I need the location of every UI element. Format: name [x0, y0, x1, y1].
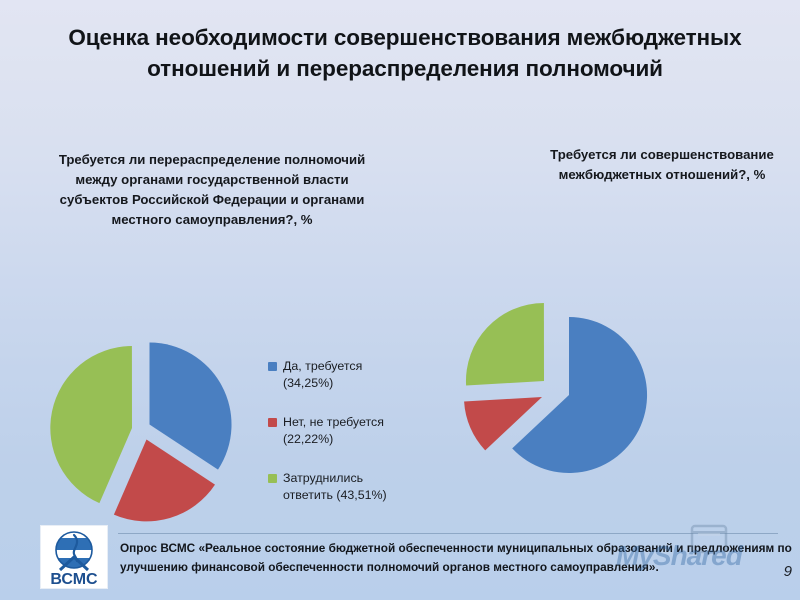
- pie-slice-no: [464, 397, 542, 451]
- pie-slice-undecided: [465, 303, 544, 386]
- vsms-logo-icon: ВСМС: [41, 526, 107, 588]
- legend-swatch-blue-icon: [268, 362, 277, 371]
- chart-right: Требуется ли совершенствование межбюджет…: [455, 145, 800, 473]
- footer-divider: [118, 533, 778, 534]
- legend-swatch-green-icon: [268, 474, 277, 483]
- page-number: 9: [783, 563, 792, 580]
- chart-left-title: Требуется ли перераспределение полномочи…: [58, 152, 366, 227]
- pie-chart-left-svg: [50, 342, 232, 522]
- legend-item-no[interactable]: Нет, не требуется (22,22%): [268, 414, 428, 448]
- vsms-logo-text: ВСМС: [50, 571, 98, 588]
- legend-swatch-red-icon: [268, 418, 277, 427]
- legend-label-undecided: Затруднились ответить (43,51%): [283, 471, 387, 502]
- pie-chart-left: [30, 338, 260, 528]
- footer-source-text: Опрос ВСМС «Реальное состояние бюджетной…: [120, 541, 792, 574]
- legend-label-no: Нет, не требуется (22,22%): [283, 415, 384, 446]
- chart-left-legend: Да, требуется (34,25%) Нет, не требуется…: [268, 358, 428, 526]
- page-title: Оценка необходимости совершенствования м…: [68, 25, 742, 81]
- pie-slice-undecided: [50, 346, 132, 504]
- pie-chart-right: [455, 301, 665, 481]
- legend-label-yes: Да, требуется (34,25%): [283, 359, 363, 390]
- pie-slice-no: [113, 439, 215, 522]
- chart-left: Требуется ли перераспределение полномочи…: [20, 150, 430, 522]
- vsms-logo: ВСМС: [40, 525, 108, 589]
- chart-right-title: Требуется ли совершенствование межбюджет…: [550, 147, 774, 182]
- legend-item-yes[interactable]: Да, требуется (34,25%): [268, 358, 428, 392]
- pie-slice-yes: [149, 342, 232, 470]
- pie-chart-right-svg: [464, 303, 648, 473]
- legend-item-undecided[interactable]: Затруднились ответить (43,51%): [268, 470, 428, 504]
- pie-slice-yes: [512, 316, 648, 473]
